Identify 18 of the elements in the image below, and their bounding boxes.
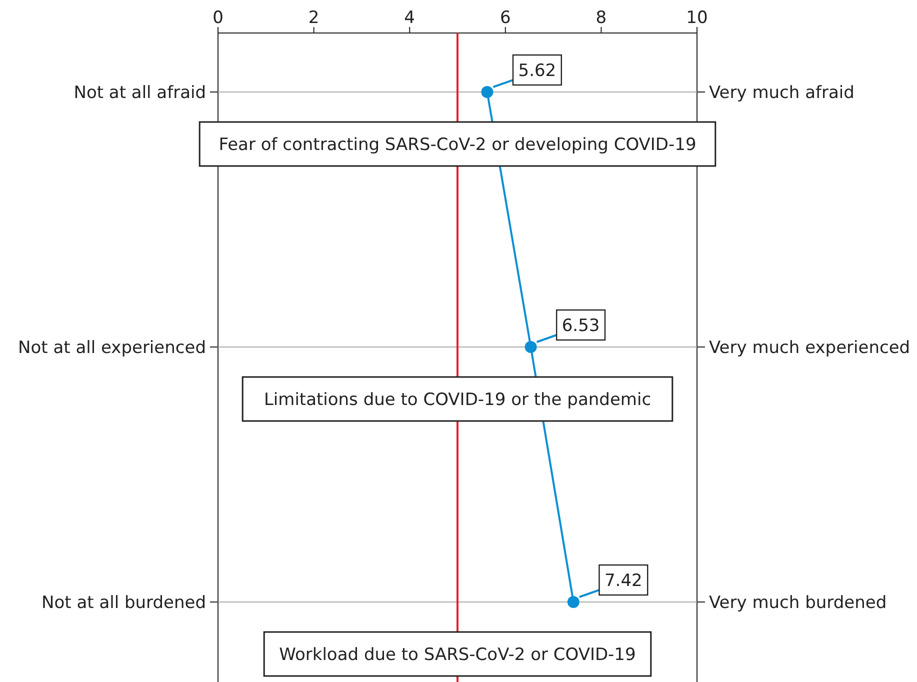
x-tick-label: 10 (686, 8, 708, 28)
y-tick-label: Not at all afraid (74, 83, 206, 103)
annotation: Workload due to SARS-CoV-2 or COVID-19 (279, 645, 636, 665)
x-tick-label: 4 (404, 8, 416, 28)
y-tick-label: Not at all experienced (18, 338, 206, 358)
x-tick-label: 8 (596, 8, 607, 28)
x-tick-label: 2 (308, 8, 320, 28)
data-label: 5.62 (518, 61, 556, 81)
y2-tick-label: Very much burdened (709, 593, 887, 613)
y2-tick-label: Very much experienced (709, 338, 910, 358)
x-tick-label: 6 (500, 8, 511, 28)
data-label: 7.42 (604, 571, 642, 591)
x-tick-label: 0 (212, 8, 224, 28)
annotation: Fear of contracting SARS-CoV-2 or developing COVID-19 (218, 135, 696, 155)
y-tick-label: Not at all burdened (42, 593, 206, 613)
annotation: Limitations due to COVID-19 or the pandemic (264, 390, 652, 410)
data-label: 6.53 (562, 316, 600, 336)
y2-tick-label: Very much afraid (709, 83, 854, 103)
